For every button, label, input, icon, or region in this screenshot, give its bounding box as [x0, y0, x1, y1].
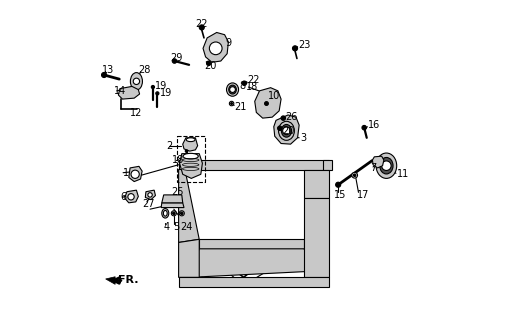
Circle shape: [362, 125, 366, 130]
Polygon shape: [304, 198, 329, 277]
Polygon shape: [125, 190, 139, 203]
Text: 9: 9: [226, 38, 232, 48]
Text: 14: 14: [114, 86, 126, 96]
Text: 24: 24: [180, 222, 193, 232]
Circle shape: [229, 101, 234, 106]
Circle shape: [172, 59, 176, 63]
Polygon shape: [179, 170, 199, 243]
Circle shape: [156, 92, 159, 95]
Text: 20: 20: [204, 61, 216, 71]
Ellipse shape: [130, 73, 142, 90]
Polygon shape: [106, 277, 115, 284]
Circle shape: [128, 194, 134, 200]
Text: 28: 28: [139, 65, 151, 75]
Circle shape: [230, 103, 233, 105]
Text: 5: 5: [173, 222, 180, 232]
Circle shape: [171, 211, 176, 216]
Circle shape: [381, 161, 391, 171]
Polygon shape: [274, 115, 299, 144]
Circle shape: [207, 61, 211, 66]
Ellipse shape: [376, 153, 397, 178]
Text: 2: 2: [166, 141, 172, 151]
Text: 22: 22: [196, 19, 208, 29]
Polygon shape: [304, 170, 329, 198]
Polygon shape: [161, 203, 184, 208]
Polygon shape: [129, 166, 142, 181]
Ellipse shape: [281, 124, 292, 137]
Text: 23: 23: [298, 40, 310, 50]
Circle shape: [199, 25, 204, 30]
Text: 21: 21: [234, 102, 247, 112]
Circle shape: [133, 78, 140, 84]
Circle shape: [336, 182, 340, 187]
Circle shape: [185, 150, 188, 152]
Polygon shape: [199, 239, 304, 249]
Polygon shape: [179, 160, 183, 170]
Circle shape: [148, 193, 152, 197]
Text: 11: 11: [397, 169, 409, 179]
Ellipse shape: [163, 211, 167, 216]
Polygon shape: [190, 249, 317, 277]
Ellipse shape: [226, 83, 239, 96]
Circle shape: [353, 174, 356, 177]
Polygon shape: [179, 277, 329, 287]
Polygon shape: [203, 32, 228, 62]
Polygon shape: [323, 160, 333, 170]
Text: 16: 16: [368, 120, 380, 130]
Text: 17: 17: [357, 190, 369, 200]
Polygon shape: [179, 239, 199, 277]
Circle shape: [283, 127, 290, 135]
Circle shape: [102, 72, 106, 77]
Circle shape: [181, 212, 183, 215]
Ellipse shape: [183, 153, 198, 159]
Circle shape: [179, 211, 184, 216]
Text: 18: 18: [246, 82, 258, 92]
Circle shape: [293, 46, 297, 51]
Text: 12: 12: [130, 108, 142, 118]
Text: 26: 26: [285, 112, 298, 122]
Text: 8: 8: [239, 81, 245, 92]
Text: 25: 25: [171, 187, 184, 197]
Circle shape: [173, 212, 175, 215]
Polygon shape: [180, 154, 202, 178]
Text: 27: 27: [142, 199, 155, 209]
Circle shape: [230, 87, 236, 92]
Circle shape: [265, 102, 268, 105]
Circle shape: [131, 170, 139, 178]
Text: 19: 19: [159, 88, 172, 98]
Circle shape: [152, 85, 155, 89]
Text: 7: 7: [370, 163, 376, 173]
Text: 18: 18: [172, 155, 184, 165]
Text: 10: 10: [268, 91, 281, 101]
Text: 15: 15: [334, 190, 346, 200]
Text: 4: 4: [163, 222, 169, 232]
Ellipse shape: [279, 121, 294, 140]
Ellipse shape: [162, 209, 169, 218]
Ellipse shape: [229, 85, 236, 94]
Text: 22: 22: [248, 75, 260, 85]
Circle shape: [209, 42, 222, 55]
Ellipse shape: [186, 138, 195, 142]
Polygon shape: [183, 138, 198, 151]
Polygon shape: [373, 156, 384, 168]
Circle shape: [278, 126, 282, 131]
Text: 13: 13: [102, 65, 114, 75]
Text: 19: 19: [155, 81, 167, 92]
Polygon shape: [118, 86, 140, 99]
Text: FR.: FR.: [118, 275, 139, 285]
Polygon shape: [145, 190, 156, 200]
Polygon shape: [179, 160, 329, 170]
Circle shape: [281, 116, 285, 120]
Text: 1: 1: [122, 168, 129, 178]
Text: 29: 29: [170, 53, 182, 63]
Text: 20: 20: [282, 126, 295, 136]
Polygon shape: [255, 88, 281, 118]
Circle shape: [352, 172, 358, 178]
Polygon shape: [162, 195, 183, 203]
Circle shape: [242, 81, 247, 85]
Ellipse shape: [380, 157, 393, 174]
Text: 3: 3: [300, 133, 306, 143]
Text: 6: 6: [120, 192, 126, 203]
